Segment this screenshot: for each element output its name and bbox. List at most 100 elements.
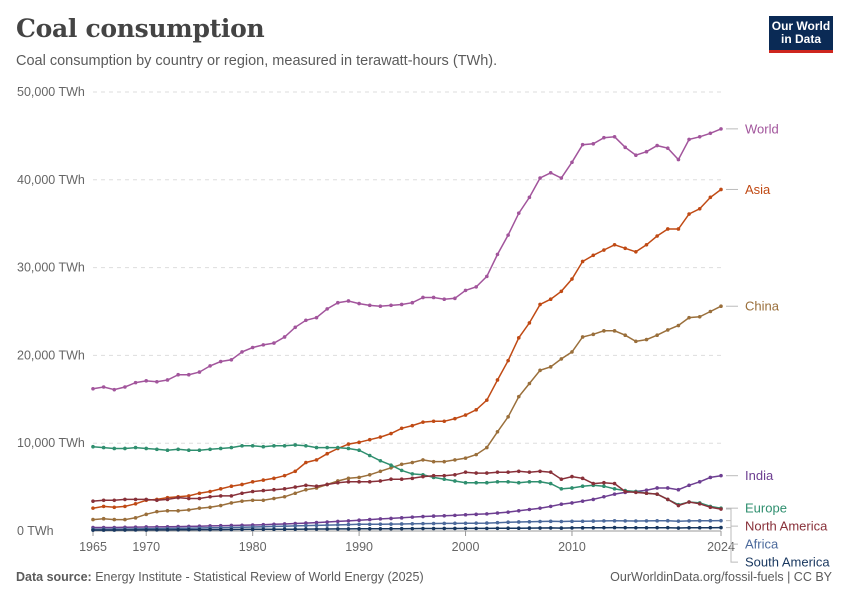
data-point[interactable] (218, 359, 223, 364)
data-point[interactable] (442, 473, 447, 478)
data-point[interactable] (516, 480, 521, 485)
data-point[interactable] (580, 499, 585, 503)
data-point[interactable] (91, 499, 95, 503)
data-point[interactable] (485, 445, 489, 450)
data-point[interactable] (719, 127, 723, 131)
data-point[interactable] (463, 413, 468, 417)
data-point[interactable] (165, 378, 170, 382)
data-point[interactable] (453, 513, 457, 518)
data-point[interactable] (580, 335, 585, 339)
data-point[interactable] (293, 443, 298, 447)
data-point[interactable] (367, 517, 372, 522)
data-point[interactable] (719, 518, 723, 523)
data-point[interactable] (655, 234, 659, 238)
data-point[interactable] (708, 525, 713, 530)
data-point[interactable] (453, 296, 457, 301)
data-point[interactable] (357, 518, 361, 523)
data-point[interactable] (197, 527, 202, 532)
data-point[interactable] (474, 512, 478, 517)
data-point[interactable] (367, 437, 372, 442)
data-point[interactable] (676, 503, 681, 508)
data-point[interactable] (485, 521, 489, 525)
data-point[interactable] (431, 521, 436, 526)
data-point[interactable] (516, 520, 521, 524)
data-point[interactable] (442, 526, 447, 531)
data-point[interactable] (186, 496, 191, 501)
data-point[interactable] (112, 517, 117, 522)
data-point[interactable] (665, 486, 670, 490)
data-point[interactable] (336, 445, 340, 450)
data-point[interactable] (133, 516, 138, 520)
data-point[interactable] (101, 445, 106, 450)
data-point[interactable] (325, 445, 329, 450)
data-point[interactable] (495, 480, 500, 484)
data-point[interactable] (485, 471, 489, 475)
data-point[interactable] (112, 505, 117, 510)
data-point[interactable] (570, 519, 574, 524)
data-point[interactable] (708, 195, 713, 200)
data-point[interactable] (612, 487, 617, 491)
data-point[interactable] (538, 506, 542, 510)
data-point[interactable] (250, 345, 255, 350)
data-point[interactable] (431, 473, 436, 478)
data-point[interactable] (197, 370, 202, 374)
data-point[interactable] (282, 444, 287, 448)
data-point[interactable] (399, 526, 404, 531)
data-point[interactable] (559, 526, 564, 530)
data-point[interactable] (155, 379, 159, 384)
data-point[interactable] (527, 480, 532, 484)
data-point[interactable] (516, 394, 521, 399)
data-point[interactable] (240, 491, 244, 496)
data-point[interactable] (516, 526, 521, 530)
data-point[interactable] (218, 487, 223, 491)
data-point[interactable] (357, 522, 361, 527)
data-point[interactable] (655, 333, 659, 338)
data-point[interactable] (474, 408, 478, 412)
data-point[interactable] (378, 479, 383, 483)
data-point[interactable] (357, 527, 361, 531)
data-point[interactable] (186, 508, 191, 512)
data-point[interactable] (687, 500, 691, 504)
data-point[interactable] (346, 480, 351, 484)
data-point[interactable] (538, 526, 542, 530)
data-point[interactable] (570, 350, 574, 354)
data-point[interactable] (282, 335, 287, 339)
data-point[interactable] (495, 511, 500, 515)
data-point[interactable] (410, 423, 415, 428)
data-point[interactable] (208, 527, 212, 532)
data-point[interactable] (378, 435, 383, 439)
data-point[interactable] (580, 484, 585, 489)
data-point[interactable] (453, 521, 457, 526)
data-point[interactable] (197, 496, 202, 501)
data-point[interactable] (548, 481, 553, 486)
data-point[interactable] (165, 509, 170, 513)
data-point[interactable] (463, 480, 468, 485)
data-point[interactable] (357, 475, 361, 480)
data-point[interactable] (282, 473, 287, 478)
data-point[interactable] (485, 526, 489, 531)
data-point[interactable] (548, 297, 553, 302)
data-point[interactable] (421, 420, 425, 424)
data-point[interactable] (336, 480, 340, 485)
data-point[interactable] (272, 524, 276, 529)
data-point[interactable] (495, 526, 500, 531)
data-point[interactable] (101, 385, 106, 389)
data-point[interactable] (229, 501, 234, 505)
data-point[interactable] (399, 302, 404, 307)
data-point[interactable] (410, 476, 415, 481)
data-point[interactable] (548, 170, 553, 175)
data-point[interactable] (133, 501, 138, 506)
data-point[interactable] (144, 446, 149, 451)
data-point[interactable] (538, 176, 542, 180)
data-point[interactable] (602, 519, 606, 523)
data-point[interactable] (431, 514, 436, 518)
data-point[interactable] (538, 469, 542, 474)
data-point[interactable] (676, 157, 681, 162)
data-point[interactable] (250, 527, 255, 532)
data-point[interactable] (527, 519, 532, 524)
series-label-asia[interactable]: Asia (745, 182, 771, 197)
data-point[interactable] (314, 445, 319, 450)
data-point[interactable] (304, 527, 308, 531)
data-point[interactable] (176, 527, 180, 532)
data-point[interactable] (453, 458, 457, 462)
